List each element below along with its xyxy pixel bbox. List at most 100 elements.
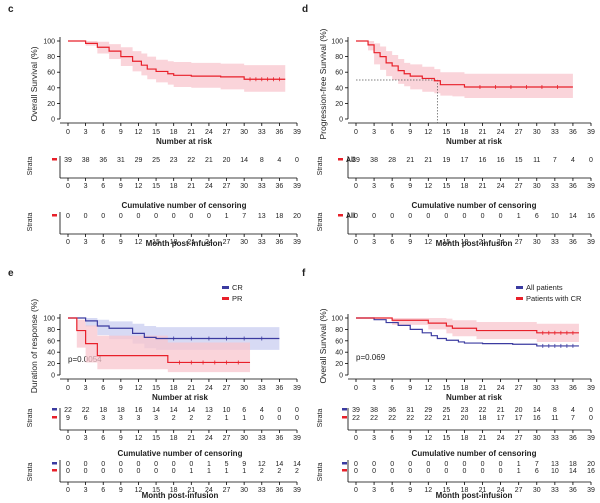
table-x-tick-label: 18 (461, 487, 469, 494)
censor-value: 12 (258, 461, 266, 468)
strata-swatch (52, 469, 57, 472)
risk-value: 14 (170, 407, 178, 414)
censor-value: 0 (499, 468, 503, 475)
risk-value: 36 (99, 157, 107, 164)
risk-value: 22 (352, 415, 360, 422)
x-tick-label: 6 (101, 129, 105, 136)
risk-value: 25 (152, 157, 160, 164)
y-axis-label: Duration of response (%) (29, 299, 39, 394)
panel-e: e Duration of response (%) p=0.0054 Numb… (8, 268, 301, 500)
table-x-tick-label: 33 (258, 183, 266, 190)
risk-value: 38 (82, 157, 90, 164)
km-line-all (68, 40, 286, 80)
strata-swatch (342, 416, 347, 419)
table-x-tick-label: 24 (205, 487, 213, 494)
y-tick-label: 20 (335, 361, 343, 368)
table-x-tick-label: 21 (479, 435, 487, 442)
risk-value: 38 (370, 157, 378, 164)
strata-tag: All (346, 157, 355, 164)
table-x-tick-label: 9 (119, 435, 123, 442)
risk-value: 9 (66, 415, 70, 422)
censor-value: 0 (390, 468, 394, 475)
table-x-tick-label: 33 (258, 487, 266, 494)
table-x-tick-label: 15 (442, 435, 450, 442)
x-tick-label: 21 (187, 385, 195, 392)
x-tick-label: 39 (587, 129, 595, 136)
censor-value: 16 (587, 213, 595, 220)
y-tick-label: 100 (331, 39, 343, 46)
censor-value: 0 (354, 468, 358, 475)
strata-swatch (52, 408, 57, 411)
table-x-tick-label: 9 (119, 487, 123, 494)
censor-value: 6 (535, 213, 539, 220)
table-x-tick-label: 39 (587, 487, 595, 494)
censor-value: 0 (119, 461, 123, 468)
censor-value: 10 (551, 468, 559, 475)
x-tick-label: 36 (275, 129, 283, 136)
table-x-tick-label: 12 (424, 183, 432, 190)
x-axis-title: Month post-infusion (436, 239, 513, 248)
table-x-tick-label: 12 (135, 239, 143, 246)
risk-value: 20 (223, 157, 231, 164)
risk-value: 22 (479, 407, 487, 414)
strata-label: Strata (317, 409, 324, 428)
strata-label: Strata (317, 213, 324, 232)
censor-value: 0 (463, 213, 467, 220)
censor-value: 0 (84, 213, 88, 220)
censor-value: 20 (293, 213, 301, 220)
table-x-tick-label: 9 (408, 435, 412, 442)
table-x-tick-label: 39 (293, 435, 301, 442)
y-tick-label: 80 (47, 327, 55, 334)
y-tick-label: 60 (47, 70, 55, 77)
panel-d: d Progression-free Survival (%) Number a… (302, 4, 595, 248)
legend-label: Patients with CR (526, 294, 582, 303)
x-tick-label: 9 (408, 385, 412, 392)
table-x-tick-label: 33 (258, 239, 266, 246)
risk-value: 22 (406, 415, 414, 422)
risk-value: 7 (571, 415, 575, 422)
legend-label: All patients (526, 283, 563, 292)
censor-value: 0 (444, 468, 448, 475)
km-line-all (356, 40, 573, 88)
x-tick-label: 33 (551, 129, 559, 136)
censor-value: 16 (587, 468, 595, 475)
risk-title: Number at risk (152, 393, 209, 402)
risk-value: 0 (277, 415, 281, 422)
risk-value: 1 (225, 415, 229, 422)
x-tick-label: 0 (354, 129, 358, 136)
x-tick-label: 33 (258, 385, 266, 392)
risk-value: 17 (461, 157, 469, 164)
censor-value: 0 (408, 468, 412, 475)
table-x-tick-label: 30 (533, 239, 541, 246)
x-tick-label: 12 (135, 129, 143, 136)
table-x-tick-label: 18 (170, 487, 178, 494)
risk-value: 20 (515, 407, 523, 414)
risk-title: Number at risk (446, 393, 503, 402)
censor-value: 0 (444, 461, 448, 468)
table-x-tick-label: 12 (424, 435, 432, 442)
risk-value: 3 (137, 415, 141, 422)
ci-band-all (356, 41, 573, 99)
table-x-tick-label: 33 (551, 487, 559, 494)
panel-c: c Overall Survival (%) Number at risk Cu… (8, 4, 301, 248)
x-tick-label: 24 (497, 385, 505, 392)
x-tick-label: 21 (479, 129, 487, 136)
censor-value: 0 (390, 461, 394, 468)
x-tick-label: 15 (442, 129, 450, 136)
y-tick-label: 20 (335, 101, 343, 108)
censor-value: 0 (463, 461, 467, 468)
x-tick-label: 39 (293, 129, 301, 136)
y-tick-label: 100 (331, 316, 343, 323)
censor-value: 1 (207, 468, 211, 475)
x-tick-label: 9 (119, 385, 123, 392)
table-x-tick-label: 30 (533, 487, 541, 494)
panel-letter: c (8, 4, 14, 15)
x-tick-label: 24 (497, 129, 505, 136)
risk-value: 3 (119, 415, 123, 422)
censor-value: 0 (444, 213, 448, 220)
table-x-tick-label: 27 (515, 183, 523, 190)
table-x-tick-label: 12 (135, 183, 143, 190)
table-x-tick-label: 27 (223, 239, 231, 246)
y-tick-label: 0 (339, 117, 343, 124)
x-tick-label: 21 (187, 129, 195, 136)
